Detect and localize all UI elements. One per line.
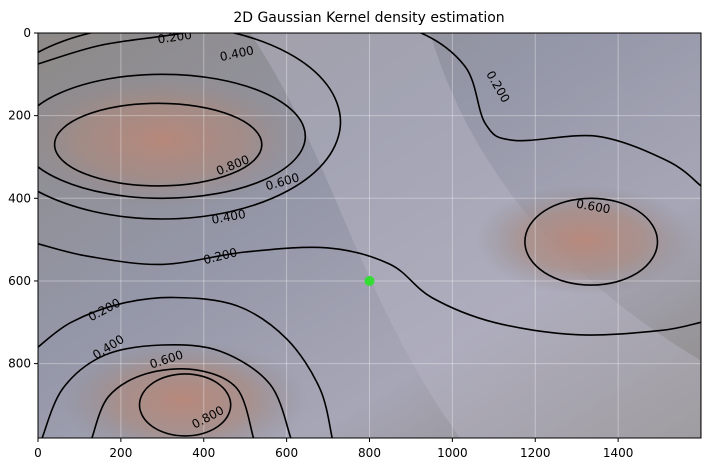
y-tick-label: 800 (8, 357, 31, 371)
x-tick-label: 1200 (520, 446, 551, 460)
mound-top-left (38, 70, 312, 210)
contour-line (38, 73, 307, 200)
x-tick-label: 0 (34, 446, 42, 460)
plot-area: 0.2000.4000.2000.8000.6000.4000.2000.600… (38, 33, 701, 438)
contour-label: 0.400 (219, 43, 256, 64)
marker-layer (364, 275, 375, 286)
x-tick-label: 400 (192, 446, 215, 460)
x-tick-label: 200 (109, 446, 132, 460)
contour-label: 0.400 (210, 207, 246, 227)
contour-line (38, 33, 342, 220)
chart-title: 2D Gaussian Kernel density estimation (233, 10, 504, 26)
y-tick-label: 200 (8, 109, 31, 123)
y-axis-ticks: 0 200 400 600 800 (8, 26, 38, 371)
mound-bottom-left (58, 340, 308, 438)
contour-line (41, 343, 292, 438)
y-tick-label: 400 (8, 191, 31, 205)
contour-lines (38, 33, 701, 438)
x-tick-label: 800 (358, 446, 381, 460)
riverbed-band (250, 33, 700, 438)
y-tick-label: 0 (23, 26, 31, 40)
y-tick-label: 600 (8, 274, 31, 288)
contour-line (91, 368, 255, 438)
contour-label: 0.600 (575, 197, 611, 217)
contour-line (524, 197, 659, 286)
contour-line (53, 102, 263, 187)
contour-line (38, 296, 333, 438)
contour-line (38, 33, 701, 187)
contour-line (38, 243, 701, 336)
x-tick-label: 1400 (603, 446, 634, 460)
point-marker (364, 275, 375, 286)
contour-labels: 0.2000.4000.2000.8000.6000.4000.2000.600… (86, 33, 612, 432)
x-tick-label: 600 (275, 446, 298, 460)
x-tick-label: 1000 (437, 446, 468, 460)
x-axis-ticks: 0 200 400 600 800 1000 1200 1400 (34, 438, 633, 460)
contour-line (138, 373, 232, 437)
grid-lines (38, 33, 701, 438)
